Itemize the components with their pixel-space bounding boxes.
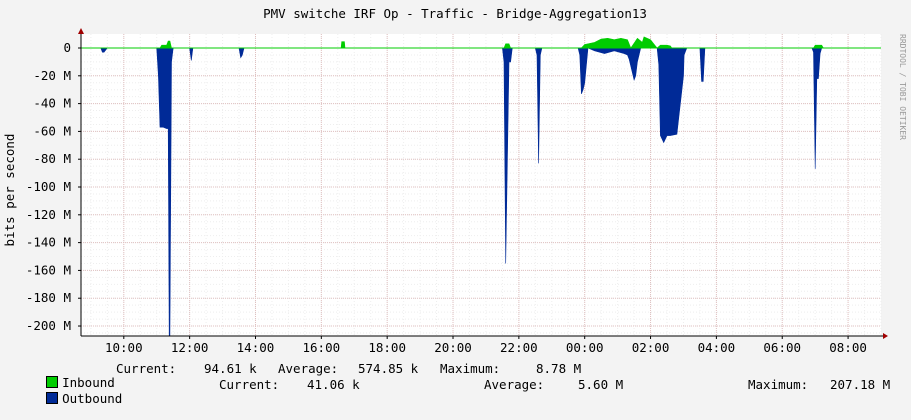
y-tick-label: -80 M xyxy=(33,151,71,166)
x-tick-label: 12:00 xyxy=(171,340,209,355)
y-axis-arrow xyxy=(78,28,84,34)
y-tick-label: -140 M xyxy=(26,235,71,250)
outbound-current-value: 41.06 k xyxy=(307,377,360,392)
outbound-maximum-label: Maximum: xyxy=(748,377,809,392)
x-tick-label: 18:00 xyxy=(368,340,406,355)
x-axis-arrow xyxy=(883,333,888,339)
outbound-current-label: Current: xyxy=(219,377,280,392)
y-tick-label: -40 M xyxy=(33,96,71,111)
x-tick-label: 10:00 xyxy=(105,340,143,355)
y-tick-label: -20 M xyxy=(33,68,71,83)
y-tick-label: -180 M xyxy=(26,290,71,305)
outbound-swatch xyxy=(46,392,59,404)
x-tick-label: 08:00 xyxy=(829,340,867,355)
x-tick-label: 06:00 xyxy=(763,340,801,355)
y-tick-label: -200 M xyxy=(26,318,71,333)
outbound-average-label: Average: xyxy=(484,377,545,392)
inbound-current-label: Current: xyxy=(116,361,177,376)
y-axis-label: bits per second xyxy=(2,134,17,247)
inbound-swatch xyxy=(46,376,59,388)
y-tick-label: -100 M xyxy=(26,179,71,194)
y-tick-label: -60 M xyxy=(33,123,71,138)
x-tick-label: 14:00 xyxy=(237,340,275,355)
tick-label-layer: 0 -20 M -40 M -60 M -80 M -100 M -120 M -140 M -… xyxy=(26,40,867,355)
x-tick-label: 20:00 xyxy=(434,340,472,355)
inbound-average-value: 574.85 k xyxy=(358,361,419,376)
traffic-chart: PMV switche IRF Op - Traffic - Bridge-Ag… xyxy=(2,6,907,406)
x-tick-label: 02:00 xyxy=(632,340,670,355)
chart-title: PMV switche IRF Op - Traffic - Bridge-Ag… xyxy=(263,6,647,21)
x-tick-label: 04:00 xyxy=(698,340,736,355)
inbound-maximum-label: Maximum: xyxy=(440,361,501,376)
inbound-maximum-value: 8.78 M xyxy=(536,361,582,376)
y-tick-label: -160 M xyxy=(26,262,71,277)
inbound-average-label: Average: xyxy=(278,361,339,376)
x-tick-label: 16:00 xyxy=(303,340,341,355)
legend-inbound: Inbound xyxy=(16,362,115,404)
axis-layer xyxy=(78,28,888,339)
chart-svg: PMV switche IRF Op - Traffic - Bridge-Ag… xyxy=(2,6,907,355)
outbound-maximum-value: 207.18 M xyxy=(830,377,891,392)
x-tick-label: 00:00 xyxy=(566,340,604,355)
y-tick-label: -120 M xyxy=(26,207,71,222)
outbound-average-value: 5.60 M xyxy=(578,377,624,392)
x-tick-label: 22:00 xyxy=(500,340,538,355)
legend-outbound: Outbound xyxy=(16,378,122,420)
legend-inbound-name: Inbound xyxy=(62,375,115,390)
y-tick-label: 0 xyxy=(63,40,71,55)
series-layer xyxy=(81,36,881,337)
plot-area xyxy=(81,34,881,336)
legend-outbound-name: Outbound xyxy=(62,391,123,406)
grid-layer xyxy=(81,34,882,336)
inbound-current-value: 94.61 k xyxy=(204,361,257,376)
rrdtool-watermark: RRDTOOL / TOBI OETIKER xyxy=(898,34,907,140)
